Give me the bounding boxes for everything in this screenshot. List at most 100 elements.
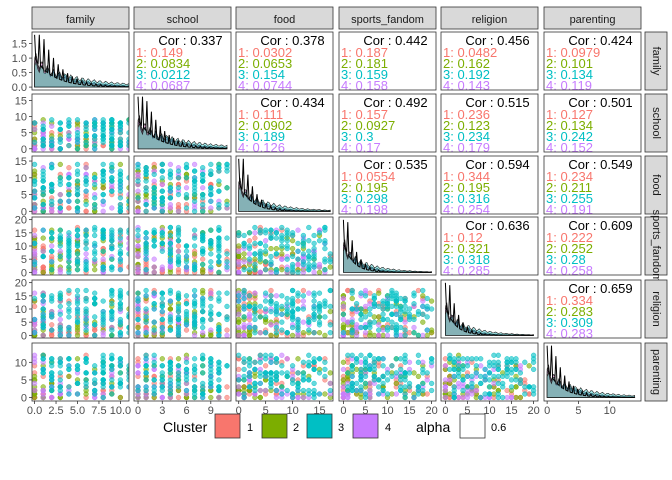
point-cluster-3: [398, 356, 404, 362]
point-cluster-2: [262, 319, 269, 325]
point-cluster-4: [402, 319, 408, 325]
point-cluster-3: [322, 303, 328, 310]
point-cluster-3: [175, 230, 182, 236]
correlation-overall: Cor : 0.515: [465, 95, 529, 110]
point-cluster-3: [109, 314, 115, 320]
point-cluster-2: [241, 251, 247, 257]
point-cluster-3: [57, 126, 63, 133]
point-cluster-3: [109, 293, 115, 299]
point-cluster-2: [428, 330, 435, 336]
point-cluster-1: [300, 287, 307, 294]
point-cluster-3: [143, 377, 149, 383]
point-cluster-3: [252, 316, 258, 323]
panel-sports_fandom-food: [235, 216, 334, 276]
density-overall: [238, 158, 331, 212]
panel-sports_fandom-sports_fandom: [338, 216, 437, 276]
point-cluster-1: [345, 287, 351, 294]
point-cluster-2: [279, 267, 285, 273]
point-cluster-2: [376, 314, 382, 320]
point-cluster-3: [216, 253, 222, 260]
point-cluster-3: [393, 290, 399, 296]
panel-background: [339, 32, 436, 90]
point-cluster-3: [420, 387, 426, 394]
point-cluster-3: [83, 238, 89, 244]
point-cluster-3: [289, 232, 296, 239]
point-cluster-3: [371, 303, 377, 310]
point-cluster-2: [200, 269, 206, 275]
point-cluster-3: [380, 387, 386, 394]
point-cluster-3: [424, 303, 430, 310]
point-cluster-3: [469, 373, 475, 380]
x-tick-label: 7.5: [91, 405, 106, 417]
point-cluster-3: [40, 306, 46, 312]
panel-school-family: [31, 93, 130, 153]
point-cluster-3: [200, 261, 206, 268]
point-cluster-3: [100, 136, 106, 142]
panel-border: [543, 342, 642, 402]
scatter-points: [32, 161, 129, 214]
panel-border: [31, 31, 130, 91]
density-overall: [137, 96, 228, 150]
point-cluster-3: [40, 316, 46, 323]
point-cluster-3: [279, 303, 285, 310]
point-cluster-3: [74, 117, 81, 123]
point-cluster-3: [183, 264, 190, 270]
point-cluster-3: [289, 377, 296, 383]
point-cluster-3: [224, 264, 230, 270]
point-cluster-3: [159, 188, 165, 194]
point-cluster-3: [279, 319, 285, 325]
panel-religion-religion: [440, 279, 539, 339]
point-cluster-3: [289, 267, 296, 273]
point-cluster-3: [143, 256, 149, 262]
correlation-cluster-3: 3: 0.134: [546, 67, 593, 82]
point-cluster-3: [376, 356, 382, 362]
point-cluster-3: [57, 243, 63, 249]
point-cluster-4: [455, 394, 462, 401]
point-cluster-3: [311, 298, 317, 304]
point-cluster-3: [345, 384, 351, 390]
point-cluster-3: [66, 181, 72, 188]
correlation-cluster-4: 4: 0.283: [546, 326, 593, 341]
point-cluster-3: [49, 259, 55, 265]
point-cluster-3: [143, 208, 149, 214]
point-cluster-3: [216, 377, 222, 383]
point-cluster-3: [349, 319, 355, 325]
point-cluster-3: [191, 303, 198, 310]
point-cluster-1: [504, 387, 510, 394]
panel-background: [441, 280, 538, 338]
point-cluster-3: [420, 370, 426, 376]
point-cluster-4: [208, 327, 214, 333]
point-cluster-3: [191, 293, 198, 299]
point-cluster-3: [66, 332, 72, 338]
point-cluster-3: [402, 359, 408, 365]
point-cluster-2: [117, 394, 124, 401]
point-cluster-3: [40, 123, 46, 129]
x-tick-label: 0: [544, 405, 550, 417]
point-cluster-2: [208, 394, 214, 401]
point-cluster-3: [175, 314, 182, 320]
point-cluster-3: [200, 380, 206, 387]
point-cluster-3: [451, 373, 457, 380]
panel-background: [544, 156, 641, 214]
point-cluster-3: [151, 352, 157, 358]
point-cluster-3: [289, 253, 296, 260]
point-cluster-3: [208, 295, 214, 302]
point-cluster-3: [143, 178, 149, 184]
panel-border: [440, 155, 539, 215]
point-cluster-4: [262, 238, 269, 244]
point-cluster-3: [262, 259, 269, 265]
point-cluster-3: [92, 290, 98, 296]
point-cluster-3: [92, 301, 98, 307]
point-cluster-4: [236, 311, 242, 317]
point-cluster-1: [415, 287, 422, 294]
point-cluster-3: [167, 240, 174, 247]
panel-background: [441, 32, 538, 90]
point-cluster-1: [175, 243, 182, 249]
point-cluster-3: [49, 198, 55, 204]
y-tick-label: 5: [21, 254, 27, 266]
correlation-cluster-4: 4: 0.0744: [238, 78, 292, 93]
point-cluster-3: [40, 136, 46, 142]
point-cluster-3: [159, 370, 165, 376]
point-cluster-2: [159, 356, 165, 362]
